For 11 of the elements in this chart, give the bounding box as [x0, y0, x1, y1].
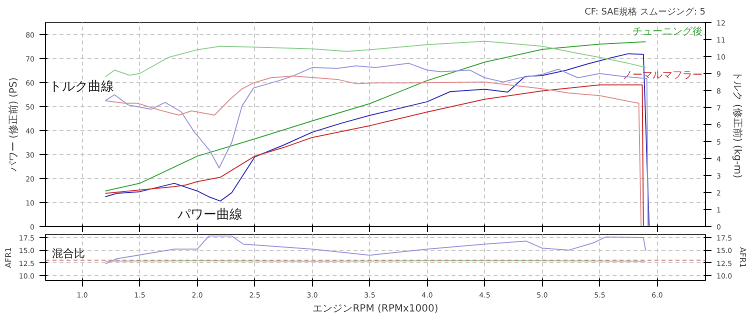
chart-subtitle: CF: SAE規格 スムージング: 5	[584, 6, 706, 18]
y-axis-title: パワー (修正前) (PS)	[8, 77, 20, 173]
series-label: チューニング後	[632, 26, 702, 38]
y2-axis-title: トルク (修正前) (kg-m)	[731, 70, 744, 178]
annotation: 混合比	[52, 246, 86, 260]
annotation: パワー曲線	[176, 207, 242, 222]
y-axis-title: AFR1	[4, 247, 13, 268]
annotation: トルク曲線	[48, 80, 114, 95]
x-axis-title: エンジンRPM (RPMx1000)	[312, 304, 438, 314]
line-series	[104, 236, 646, 264]
y2-axis-title: AFR1	[738, 247, 748, 268]
